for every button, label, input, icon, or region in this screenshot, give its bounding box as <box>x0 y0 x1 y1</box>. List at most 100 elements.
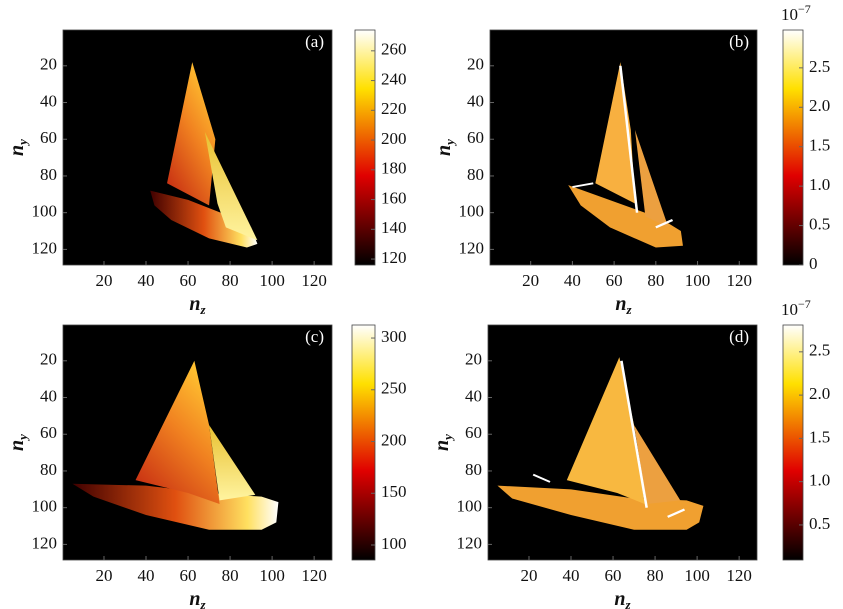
colorbar-tick-label: 260 <box>381 40 407 59</box>
colorbar-tick-label: 100 <box>381 534 407 553</box>
x-tick-label: 120 <box>301 271 327 290</box>
x-tick-label: 40 <box>138 566 155 585</box>
x-axis-label-sub: z <box>626 302 633 317</box>
y-axis-label: ny <box>431 434 455 451</box>
colorbar-tick-label: 1.0 <box>809 175 830 194</box>
x-tick-label: 120 <box>727 271 753 290</box>
colorbar-offset-base: 10 <box>781 5 798 24</box>
colorbar-tick-label: 1.0 <box>809 471 830 490</box>
image-a <box>63 30 332 265</box>
x-axis-label: nz <box>189 588 206 609</box>
colorbar <box>354 29 376 266</box>
axes-frame <box>62 29 333 266</box>
x-tick-label: 40 <box>564 271 581 290</box>
y-tick-label: 80 <box>40 165 57 184</box>
y-tick-label: 120 <box>459 238 485 257</box>
x-axis-label-sub: z <box>200 597 207 609</box>
colorbar-tick-label: 120 <box>381 248 407 267</box>
y-tick-label: 40 <box>465 386 482 405</box>
x-tick-label: 60 <box>605 566 622 585</box>
x-tick-label: 80 <box>222 566 239 585</box>
y-axis-label: ny <box>6 434 30 451</box>
colorbar-offset: 10−7 <box>781 297 811 319</box>
y-tick-label: 60 <box>467 128 484 147</box>
x-axis-label-base: n <box>189 588 200 609</box>
y-tick-label: 40 <box>40 386 57 405</box>
x-axis-label: nz <box>614 588 631 609</box>
y-tick-label: 60 <box>40 423 57 442</box>
x-tick-label: 120 <box>726 566 752 585</box>
image-b <box>490 30 757 265</box>
y-tick-label: 80 <box>467 165 484 184</box>
y-tick-label: 20 <box>40 55 57 74</box>
x-tick-label: 20 <box>95 566 112 585</box>
axes-frame <box>487 324 758 561</box>
x-tick-label: 80 <box>647 271 664 290</box>
y-axis-label-sub: y <box>15 139 30 147</box>
colorbar-tick-label: 0.5 <box>809 214 830 233</box>
y-tick-label: 20 <box>465 350 482 369</box>
y-tick-label: 60 <box>465 423 482 442</box>
x-axis-label: nz <box>189 293 206 317</box>
x-tick-label: 20 <box>95 271 112 290</box>
y-axis-label-base: n <box>433 145 455 156</box>
colorbar-tick-label: 220 <box>381 99 407 118</box>
y-tick-label: 20 <box>40 350 57 369</box>
x-axis-label-base: n <box>189 293 200 315</box>
x-tick-label: 100 <box>259 271 285 290</box>
y-tick-label: 20 <box>467 55 484 74</box>
y-axis-label-base: n <box>6 145 28 156</box>
colorbar-offset-exp: −7 <box>798 2 811 16</box>
panel-label: (b) <box>729 32 749 51</box>
y-tick-label: 80 <box>40 460 57 479</box>
x-tick-label: 80 <box>222 271 239 290</box>
colorbar-tick-label: 0.5 <box>809 514 830 533</box>
x-tick-label: 40 <box>563 566 580 585</box>
y-tick-label: 60 <box>40 128 57 147</box>
y-tick-label: 100 <box>32 497 58 516</box>
panel-label: (a) <box>305 32 324 51</box>
colorbar-offset-base: 10 <box>781 300 798 319</box>
axes-frame <box>489 29 758 266</box>
colorbar-tick-label: 200 <box>381 129 407 148</box>
colorbar <box>782 324 804 561</box>
x-tick-label: 60 <box>180 566 197 585</box>
x-tick-label: 100 <box>685 271 711 290</box>
x-axis-label: nz <box>615 293 632 317</box>
colorbar-tick-label: 160 <box>381 188 407 207</box>
y-tick-label: 100 <box>457 497 483 516</box>
colorbar-tick-label: 2.5 <box>809 341 830 360</box>
y-axis-label-sub: y <box>440 434 455 442</box>
colorbar-tick-label: 2.5 <box>809 57 830 76</box>
colorbar-tick-label: 2.0 <box>809 96 830 115</box>
colorbar <box>782 29 804 266</box>
colorbar-tick-label: 250 <box>381 379 407 398</box>
colorbar-tick-label: 140 <box>381 218 407 237</box>
y-tick-label: 120 <box>32 238 58 257</box>
x-tick-label: 120 <box>301 566 327 585</box>
panel-label: (d) <box>729 327 749 346</box>
image-d <box>488 325 757 560</box>
colorbar <box>351 324 376 561</box>
y-axis-label-base: n <box>6 440 28 451</box>
colorbar-tick-label: 300 <box>381 327 407 346</box>
x-tick-label: 60 <box>180 271 197 290</box>
x-tick-label: 20 <box>522 271 539 290</box>
y-tick-label: 80 <box>465 460 482 479</box>
y-tick-label: 100 <box>32 202 58 221</box>
x-tick-label: 20 <box>520 566 537 585</box>
y-tick-label: 40 <box>40 91 57 110</box>
panel-label: (c) <box>305 327 324 346</box>
x-tick-label: 100 <box>684 566 710 585</box>
y-tick-label: 40 <box>467 91 484 110</box>
colorbar-tick-label: 150 <box>381 482 407 501</box>
colorbar-tick-label: 200 <box>381 430 407 449</box>
colorbar-tick-label: 2.0 <box>809 384 830 403</box>
x-axis-label-base: n <box>615 293 626 315</box>
y-tick-label: 100 <box>459 202 485 221</box>
y-axis-label-sub: y <box>15 434 30 442</box>
x-tick-label: 40 <box>138 271 155 290</box>
x-tick-label: 60 <box>606 271 623 290</box>
colorbar-offset: 10−7 <box>781 2 811 24</box>
